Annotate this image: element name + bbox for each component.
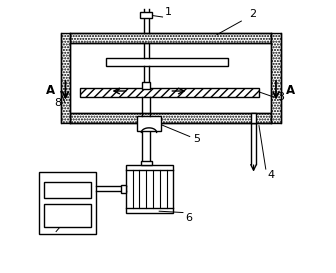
Bar — [70, 33, 271, 43]
Bar — [141, 161, 152, 165]
Text: 3: 3 — [277, 92, 284, 102]
Text: A: A — [46, 84, 55, 97]
Bar — [39, 172, 96, 234]
Bar — [140, 11, 152, 18]
Bar — [70, 113, 271, 123]
Bar — [44, 204, 91, 227]
Bar — [137, 116, 161, 131]
Text: 7: 7 — [60, 217, 67, 227]
Bar — [251, 113, 256, 123]
Text: 2: 2 — [249, 9, 256, 19]
Bar — [44, 182, 91, 198]
Bar — [121, 185, 126, 192]
Text: 1: 1 — [165, 7, 171, 17]
Bar — [142, 82, 150, 89]
Bar — [126, 165, 173, 213]
Text: 8: 8 — [54, 97, 61, 108]
Bar — [61, 33, 70, 123]
Text: 4: 4 — [268, 170, 275, 180]
Text: A: A — [286, 84, 295, 97]
Text: 6: 6 — [185, 213, 192, 223]
Text: 5: 5 — [193, 134, 200, 144]
Bar — [80, 88, 259, 97]
Bar — [106, 58, 228, 66]
Bar — [271, 33, 281, 123]
